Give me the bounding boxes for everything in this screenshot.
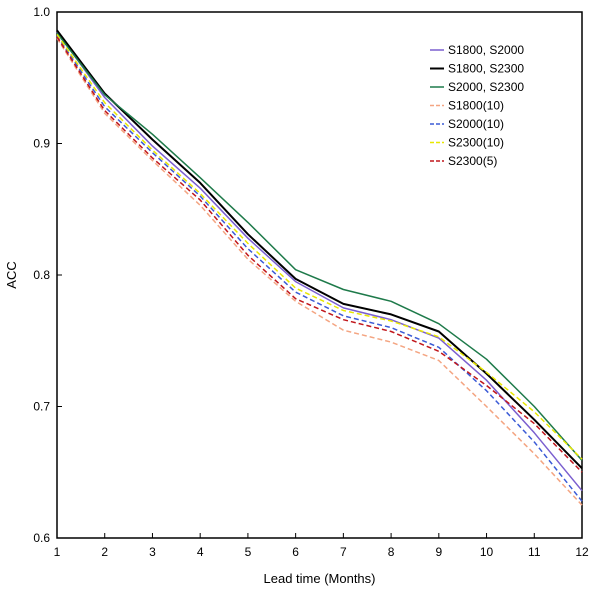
x-tick-label: 4 [197,545,204,559]
legend-label: S1800, S2000 [448,43,524,57]
x-tick-label: 11 [528,545,541,559]
x-tick-label: 7 [340,545,347,559]
x-tick-label: 5 [245,545,252,559]
plot-area [56,11,583,539]
legend-label: S2300(10) [448,136,504,150]
series-line-s2000-s2300 [56,32,583,461]
series-line-s1800-s2300 [56,29,583,470]
legend-label: S2000(10) [448,117,504,131]
y-tick-label: 0.6 [33,531,50,545]
y-tick-label: 0.9 [33,137,50,151]
legend-label: S1800(10) [448,99,504,113]
series-layer [56,29,583,506]
series-line-s2300-5 [56,36,583,473]
y-tick-label: 0.7 [33,400,50,414]
x-axis-title: Lead time (Months) [264,571,376,586]
series-line-s1800-10 [56,37,583,506]
x-tick-label: 3 [149,545,156,559]
series-line-s2300-10 [56,33,583,460]
legend-label: S1800, S2300 [448,62,524,76]
x-axis: 1 2 3 4 5 6 7 8 9 10 11 12 [54,533,589,559]
y-tick-label: 0.8 [33,268,50,282]
x-tick-label: 12 [575,545,589,559]
series-line-s2000-10 [56,35,583,502]
x-tick-label: 1 [54,545,61,559]
x-tick-label: 10 [480,545,494,559]
x-tick-label: 2 [101,545,108,559]
y-tick-label: 1.0 [33,5,50,19]
y-axis-title: ACC [4,261,19,288]
x-tick-label: 6 [292,545,299,559]
legend-label: S2300(5) [448,154,497,168]
series-line-s1800-s2000 [56,31,583,492]
y-axis: 0.6 0.7 0.8 0.9 1.0 [33,5,62,545]
x-tick-label: 8 [388,545,395,559]
legend: S1800, S2000 S1800, S2300 S2000, S2300 S180… [430,43,524,168]
legend-label: S2000, S2300 [448,80,524,94]
x-tick-label: 9 [435,545,442,559]
